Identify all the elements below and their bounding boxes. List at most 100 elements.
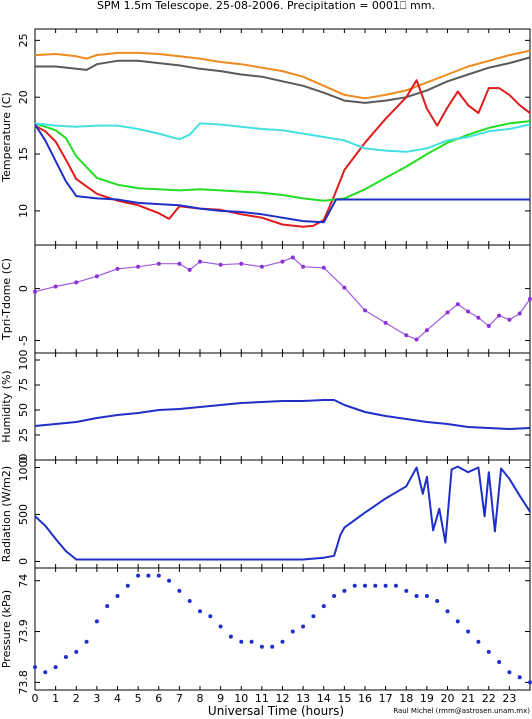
- data-point: [74, 649, 79, 654]
- figure-title: SPM 1.5m Telescope. 25-08-2006. Precipit…: [97, 0, 435, 12]
- y-tick-label: 25: [17, 428, 30, 442]
- x-tick-label: 22: [482, 692, 496, 705]
- x-tick-label: 11: [255, 692, 269, 705]
- panel-0: 10 15 20 25 Temperature (C): [0, 28, 531, 246]
- data-point: [33, 665, 37, 670]
- data-point: [208, 614, 213, 619]
- series-line: [34, 79, 531, 228]
- y-tick-label: 25: [17, 33, 30, 47]
- x-tick-label: 18: [399, 692, 413, 705]
- series-0: [34, 465, 531, 561]
- x-tick-label: 9: [217, 692, 224, 705]
- data-point: [177, 588, 182, 593]
- y-axis-label: Temperature (C): [0, 92, 13, 182]
- x-tick-label: 23: [502, 692, 516, 705]
- x-tick-label: 6: [155, 692, 162, 705]
- data-point: [404, 588, 409, 593]
- x-tick-label: 2: [73, 692, 80, 705]
- data-point: [332, 594, 337, 598]
- x-tick-label: 15: [337, 692, 351, 705]
- data-point: [187, 599, 192, 603]
- y-tick-label: -5: [17, 335, 30, 346]
- data-point: [476, 639, 481, 644]
- x-tick-label: 0: [32, 692, 39, 705]
- data-point: [373, 583, 378, 588]
- data-point: [455, 619, 460, 624]
- panel-2: 0 25 50 75 100 Humidity (%): [0, 350, 531, 464]
- x-tick-label: 19: [420, 692, 434, 705]
- x-tick-label: 13: [296, 692, 310, 705]
- data-point: [445, 609, 450, 614]
- data-point: [167, 578, 172, 583]
- credit-line: Raul Michel (rmm@astrosen.unam.mx): [393, 707, 530, 715]
- data-point: [270, 644, 275, 649]
- plot-frame: [34, 459, 531, 569]
- data-point: [63, 655, 68, 659]
- x-axis-label: Universal Time (hours): [208, 704, 344, 718]
- data-point: [383, 583, 388, 588]
- x-tick-label: 5: [135, 692, 142, 705]
- series-5: [34, 123, 530, 224]
- panel-4: 73.8 73.9 74 Pressure (kPa): [0, 567, 532, 695]
- series-4: [34, 122, 531, 153]
- y-tick-label: 0: [17, 457, 30, 464]
- data-point: [136, 573, 141, 578]
- data-point: [218, 624, 223, 629]
- data-point: [115, 594, 120, 598]
- x-tick-label: 10: [234, 692, 248, 705]
- series-1: [35, 56, 531, 104]
- data-point: [125, 583, 130, 588]
- data-point: [342, 588, 347, 593]
- x-tick-label: 3: [93, 692, 100, 705]
- series-0: [34, 399, 531, 430]
- series-line: [34, 123, 530, 224]
- y-tick-label: 0: [17, 558, 30, 565]
- series-0: [33, 255, 532, 342]
- series-line: [34, 465, 531, 561]
- y-tick-label: 10: [17, 204, 30, 218]
- data-point: [414, 594, 419, 598]
- series-2: [34, 79, 531, 228]
- x-tick-label: 21: [461, 692, 475, 705]
- y-tick-label: 74: [17, 574, 30, 588]
- y-axis-label: Tpri-Tdome (C): [0, 258, 13, 341]
- y-tick-label: 73.8: [17, 670, 30, 695]
- data-point: [290, 629, 295, 634]
- x-tick-label: 1: [52, 692, 59, 705]
- y-tick-label: 20: [17, 90, 30, 104]
- data-point: [146, 573, 151, 578]
- y-tick-label: 73.9: [17, 619, 30, 644]
- x-tick-label: 8: [197, 692, 204, 705]
- data-point: [363, 583, 367, 588]
- data-point: [239, 639, 244, 644]
- data-point: [105, 604, 110, 609]
- data-point: [424, 594, 429, 598]
- x-tick-label: 14: [317, 692, 331, 705]
- y-axis-label: Pressure (kPa): [0, 590, 13, 668]
- data-point: [466, 629, 471, 634]
- y-tick-label: 50: [17, 403, 30, 417]
- data-point: [352, 583, 357, 588]
- y-tick-label: 75: [17, 378, 30, 392]
- data-point: [321, 604, 326, 609]
- x-tick-label: 12: [276, 692, 290, 705]
- data-point: [94, 619, 99, 624]
- series-line: [34, 122, 531, 153]
- y-tick-label: 1000: [17, 454, 30, 482]
- data-point: [43, 670, 48, 675]
- data-point: [393, 583, 398, 588]
- x-tick-label: 16: [358, 692, 372, 705]
- series-line: [34, 49, 531, 100]
- data-point: [301, 624, 306, 629]
- panel-3: 0 500 1000 Radiation (W/m2): [0, 454, 531, 569]
- y-tick-label: 500: [17, 504, 30, 525]
- data-point: [507, 670, 512, 675]
- series-0: [34, 49, 531, 100]
- panels: 10 15 20 25 Temperature (C) -5 0 Tpri-Tdome (C)…: [0, 28, 532, 695]
- data-point: [259, 644, 264, 649]
- y-tick-label: 100: [17, 350, 30, 371]
- data-point: [528, 680, 532, 685]
- data-point: [497, 660, 502, 664]
- data-point: [228, 634, 233, 639]
